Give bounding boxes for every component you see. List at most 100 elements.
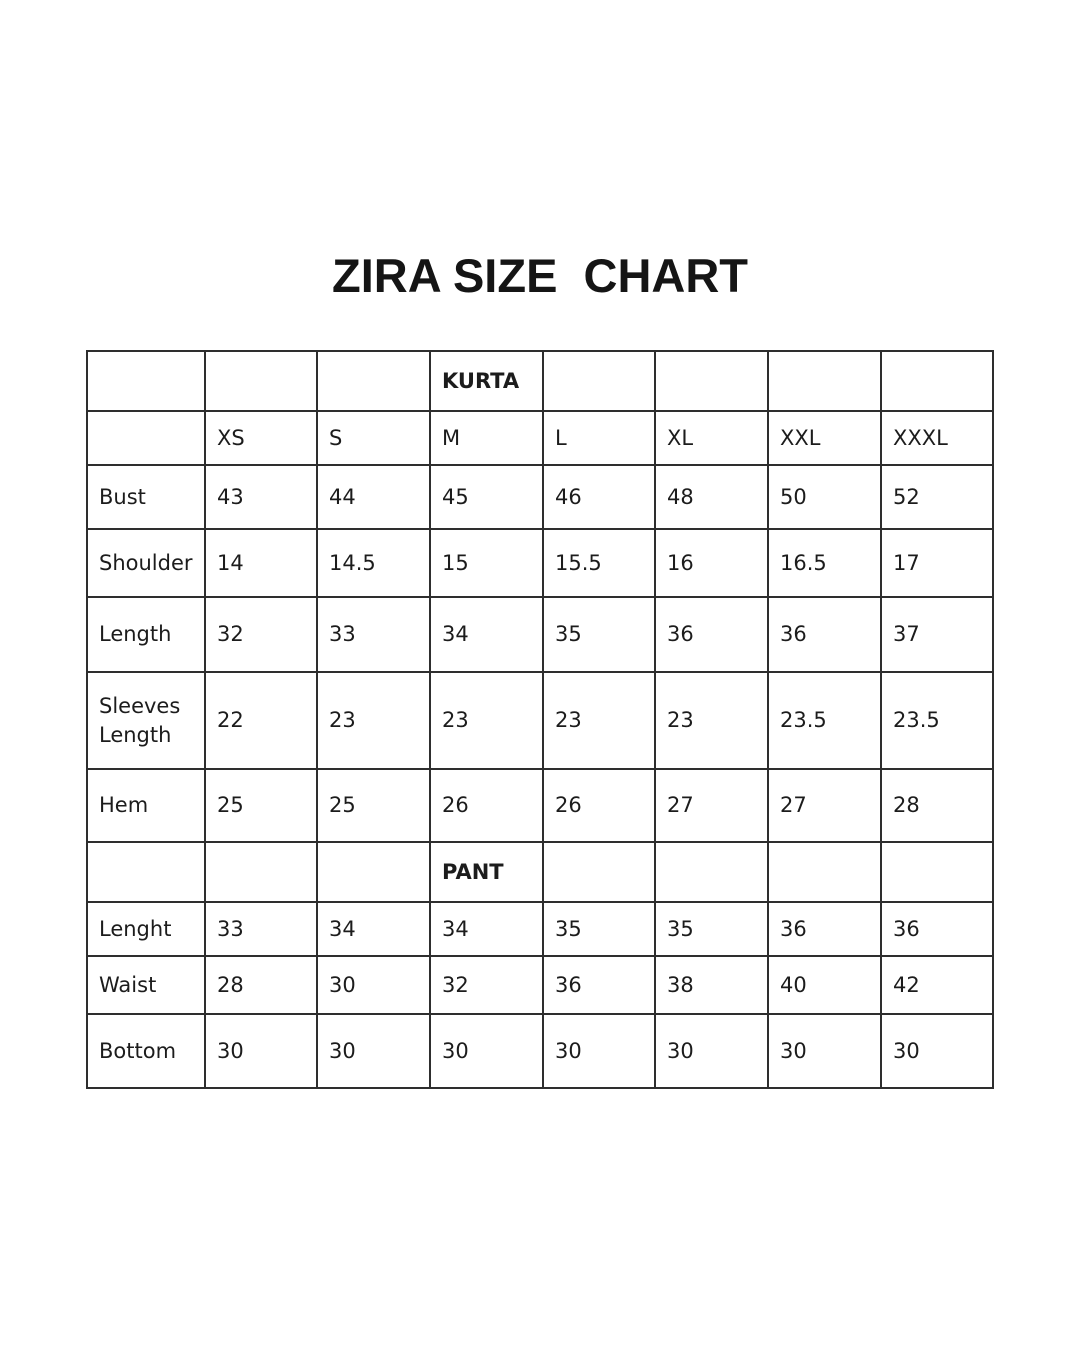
value-cell: 23.5 <box>880 671 994 770</box>
row-label-cell: Lenght <box>86 901 206 957</box>
size-chart-table: KURTA XS S M L XL XXL XXXL Bust 43 44 45 46 48 50 52 Sho… <box>86 350 994 1089</box>
value-cell: 33 <box>204 901 318 957</box>
row-label-cell: Length <box>86 596 206 673</box>
value-cell: 15 <box>429 528 544 598</box>
empty-cell <box>204 350 318 412</box>
empty-cell <box>880 350 994 412</box>
size-chart-body: KURTA XS S M L XL XXL XXXL Bust 43 44 45 46 48 50 52 Sho… <box>86 350 994 1089</box>
value-cell: 36 <box>542 955 656 1015</box>
value-cell: 34 <box>429 901 544 957</box>
empty-cell <box>880 841 994 903</box>
value-cell: 34 <box>429 596 544 673</box>
value-cell: 36 <box>880 901 994 957</box>
measurement-row: Lenght 33 34 34 35 35 36 36 <box>86 901 994 957</box>
measurement-row: Hem 25 25 26 26 27 27 28 <box>86 768 994 843</box>
value-cell: 52 <box>880 464 994 530</box>
empty-cell <box>767 841 882 903</box>
row-label-cell: Shoulder <box>86 528 206 598</box>
value-cell: 25 <box>204 768 318 843</box>
section-header-row: PANT <box>86 841 994 903</box>
empty-cell <box>542 350 656 412</box>
empty-cell <box>204 841 318 903</box>
value-cell: 44 <box>316 464 431 530</box>
empty-cell <box>86 841 206 903</box>
value-cell: 14.5 <box>316 528 431 598</box>
size-header-cell: XL <box>654 410 769 466</box>
value-cell: 26 <box>542 768 656 843</box>
value-cell: 38 <box>654 955 769 1015</box>
row-label-cell: Sleeves Length <box>86 671 206 770</box>
empty-cell <box>767 350 882 412</box>
empty-cell <box>654 841 769 903</box>
size-header-row: XS S M L XL XXL XXXL <box>86 410 994 466</box>
value-cell: 33 <box>316 596 431 673</box>
value-cell: 35 <box>654 901 769 957</box>
value-cell: 46 <box>542 464 656 530</box>
value-cell: 14 <box>204 528 318 598</box>
value-cell: 15.5 <box>542 528 656 598</box>
value-cell: 30 <box>316 1013 431 1089</box>
value-cell: 25 <box>316 768 431 843</box>
measurement-row: Waist 28 30 32 36 38 40 42 <box>86 955 994 1015</box>
value-cell: 42 <box>880 955 994 1015</box>
size-header-cell: M <box>429 410 544 466</box>
value-cell: 16 <box>654 528 769 598</box>
empty-cell <box>542 841 656 903</box>
value-cell: 28 <box>880 768 994 843</box>
value-cell: 27 <box>767 768 882 843</box>
value-cell: 30 <box>542 1013 656 1089</box>
measurement-row: Bottom 30 30 30 30 30 30 30 <box>86 1013 994 1089</box>
value-cell: 30 <box>429 1013 544 1089</box>
value-cell: 34 <box>316 901 431 957</box>
empty-cell <box>316 841 431 903</box>
value-cell: 23 <box>654 671 769 770</box>
size-header-cell: XXXL <box>880 410 994 466</box>
measurement-row: Length 32 33 34 35 36 36 37 <box>86 596 994 673</box>
measurement-row: Sleeves Length 22 23 23 23 23 23.5 23.5 <box>86 671 994 770</box>
value-cell: 22 <box>204 671 318 770</box>
value-cell: 32 <box>429 955 544 1015</box>
value-cell: 23 <box>316 671 431 770</box>
row-label-cell: Hem <box>86 768 206 843</box>
value-cell: 36 <box>767 596 882 673</box>
size-header-cell: S <box>316 410 431 466</box>
value-cell: 30 <box>654 1013 769 1089</box>
page-title: ZIRA SIZE CHART <box>331 249 749 302</box>
section-label-cell: KURTA <box>429 350 544 412</box>
size-header-cell: L <box>542 410 656 466</box>
value-cell: 16.5 <box>767 528 882 598</box>
value-cell: 27 <box>654 768 769 843</box>
value-cell: 23.5 <box>767 671 882 770</box>
value-cell: 23 <box>429 671 544 770</box>
value-cell: 37 <box>880 596 994 673</box>
row-label-cell: Waist <box>86 955 206 1015</box>
value-cell: 40 <box>767 955 882 1015</box>
empty-cell <box>86 350 206 412</box>
row-label-cell: Bust <box>86 464 206 530</box>
value-cell: 45 <box>429 464 544 530</box>
value-cell: 30 <box>767 1013 882 1089</box>
value-cell: 32 <box>204 596 318 673</box>
empty-cell <box>316 350 431 412</box>
value-cell: 30 <box>880 1013 994 1089</box>
size-header-cell: XXL <box>767 410 882 466</box>
value-cell: 50 <box>767 464 882 530</box>
section-header-row: KURTA <box>86 350 994 412</box>
value-cell: 36 <box>654 596 769 673</box>
measurement-row: Shoulder 14 14.5 15 15.5 16 16.5 17 <box>86 528 994 598</box>
value-cell: 23 <box>542 671 656 770</box>
value-cell: 35 <box>542 596 656 673</box>
value-cell: 35 <box>542 901 656 957</box>
empty-cell <box>86 410 206 466</box>
value-cell: 48 <box>654 464 769 530</box>
row-label-cell: Bottom <box>86 1013 206 1089</box>
value-cell: 26 <box>429 768 544 843</box>
measurement-row: Bust 43 44 45 46 48 50 52 <box>86 464 994 530</box>
value-cell: 28 <box>204 955 318 1015</box>
empty-cell <box>654 350 769 412</box>
value-cell: 36 <box>767 901 882 957</box>
value-cell: 43 <box>204 464 318 530</box>
value-cell: 17 <box>880 528 994 598</box>
size-header-cell: XS <box>204 410 318 466</box>
